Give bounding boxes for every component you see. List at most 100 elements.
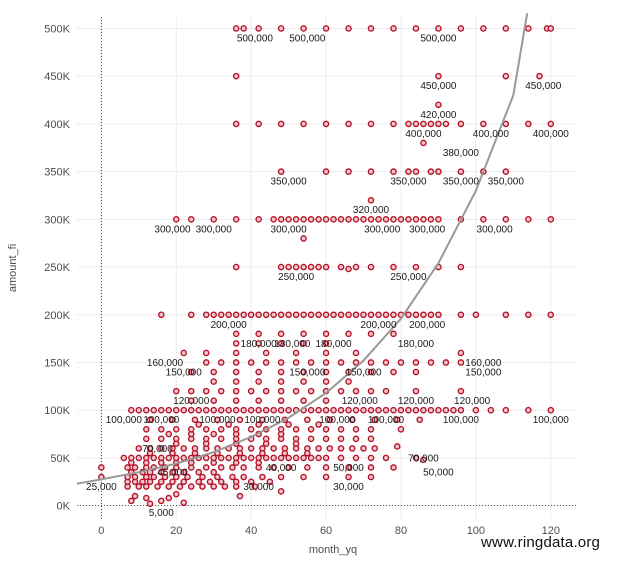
data-point bbox=[146, 500, 154, 508]
data-point bbox=[146, 416, 154, 424]
data-point bbox=[128, 454, 135, 462]
y-tick-label: 150K bbox=[44, 357, 70, 369]
data-point bbox=[202, 464, 210, 471]
data-point bbox=[375, 216, 382, 223]
data-point bbox=[292, 454, 300, 462]
data-point bbox=[255, 397, 262, 404]
data-point bbox=[367, 387, 375, 395]
data-point bbox=[285, 216, 292, 223]
data-point bbox=[202, 406, 210, 414]
data-point bbox=[345, 406, 352, 414]
point-label: 150,000 bbox=[465, 367, 502, 378]
data-point bbox=[270, 406, 277, 414]
data-point bbox=[412, 120, 420, 128]
data-point bbox=[247, 387, 255, 395]
point-label: 120,000 bbox=[173, 396, 210, 407]
data-point bbox=[232, 425, 240, 433]
x-tick-label: 80 bbox=[395, 525, 407, 537]
data-point bbox=[390, 330, 397, 338]
data-point bbox=[352, 435, 360, 443]
data-point bbox=[300, 235, 307, 242]
point-label: 380,000 bbox=[443, 148, 480, 159]
data-point bbox=[277, 120, 285, 128]
data-point bbox=[345, 473, 352, 481]
data-point bbox=[232, 263, 240, 271]
data-point bbox=[292, 435, 300, 443]
data-point bbox=[502, 216, 510, 223]
data-point bbox=[382, 359, 390, 366]
data-point bbox=[330, 216, 337, 223]
data-point bbox=[412, 368, 420, 376]
data-point bbox=[187, 368, 195, 376]
data-point bbox=[322, 263, 330, 271]
data-point bbox=[420, 456, 427, 464]
data-point bbox=[255, 368, 262, 376]
data-point bbox=[131, 492, 139, 500]
data-point bbox=[191, 445, 199, 452]
data-point bbox=[322, 454, 330, 462]
data-point bbox=[270, 216, 277, 223]
data-point bbox=[229, 473, 236, 481]
data-point bbox=[247, 311, 255, 319]
data-point bbox=[480, 25, 487, 32]
point-label: 50,000 bbox=[333, 463, 364, 474]
point-label: 40,000 bbox=[266, 463, 297, 474]
data-point bbox=[232, 378, 240, 385]
data-point bbox=[322, 340, 330, 347]
data-point bbox=[337, 445, 345, 452]
data-point bbox=[352, 454, 360, 462]
data-point bbox=[142, 425, 150, 433]
point-label: 450,000 bbox=[420, 81, 457, 92]
data-point bbox=[435, 25, 442, 32]
data-point bbox=[277, 368, 285, 376]
data-point bbox=[285, 421, 292, 428]
data-point bbox=[345, 168, 352, 175]
x-axis-ticks: 0 20 40 60 80 100 120 bbox=[98, 525, 560, 537]
data-point bbox=[202, 435, 210, 443]
data-point bbox=[382, 216, 390, 223]
point-label: 250,000 bbox=[278, 272, 315, 283]
data-point bbox=[157, 425, 165, 433]
point-label: 30,000 bbox=[333, 482, 364, 493]
data-point bbox=[322, 330, 330, 338]
data-point bbox=[292, 311, 300, 319]
point-label: 120,000 bbox=[454, 396, 491, 407]
point-label: 100,000 bbox=[106, 415, 143, 426]
data-point bbox=[142, 454, 150, 462]
data-point bbox=[502, 406, 510, 414]
data-point bbox=[412, 454, 420, 462]
point-label: 45,000 bbox=[157, 468, 188, 479]
data-point bbox=[187, 425, 195, 433]
data-point bbox=[180, 499, 188, 507]
data-point bbox=[199, 483, 206, 490]
data-point bbox=[412, 263, 420, 271]
data-point bbox=[285, 464, 292, 471]
data-point bbox=[472, 311, 480, 319]
data-point bbox=[247, 359, 255, 366]
data-point bbox=[247, 445, 255, 452]
point-label: 300,000 bbox=[364, 224, 401, 235]
data-point bbox=[259, 416, 266, 424]
data-point bbox=[367, 359, 375, 366]
data-point bbox=[232, 368, 240, 376]
data-point bbox=[128, 497, 135, 505]
data-point bbox=[142, 406, 150, 414]
data-point bbox=[187, 387, 195, 395]
data-point bbox=[300, 25, 307, 32]
data-point bbox=[412, 359, 420, 366]
data-point bbox=[277, 425, 285, 433]
data-point bbox=[348, 416, 356, 424]
exponential-trend-curve bbox=[76, 13, 529, 485]
data-point bbox=[307, 425, 315, 433]
data-point bbox=[487, 406, 495, 414]
data-point bbox=[405, 311, 412, 319]
point-label: 500,000 bbox=[289, 33, 326, 44]
data-point bbox=[345, 216, 352, 223]
data-point bbox=[337, 263, 345, 271]
data-point bbox=[142, 483, 150, 490]
data-point bbox=[139, 478, 146, 486]
data-point bbox=[214, 473, 221, 481]
data-point bbox=[202, 387, 210, 395]
data-point bbox=[191, 416, 199, 424]
data-point bbox=[131, 473, 139, 481]
